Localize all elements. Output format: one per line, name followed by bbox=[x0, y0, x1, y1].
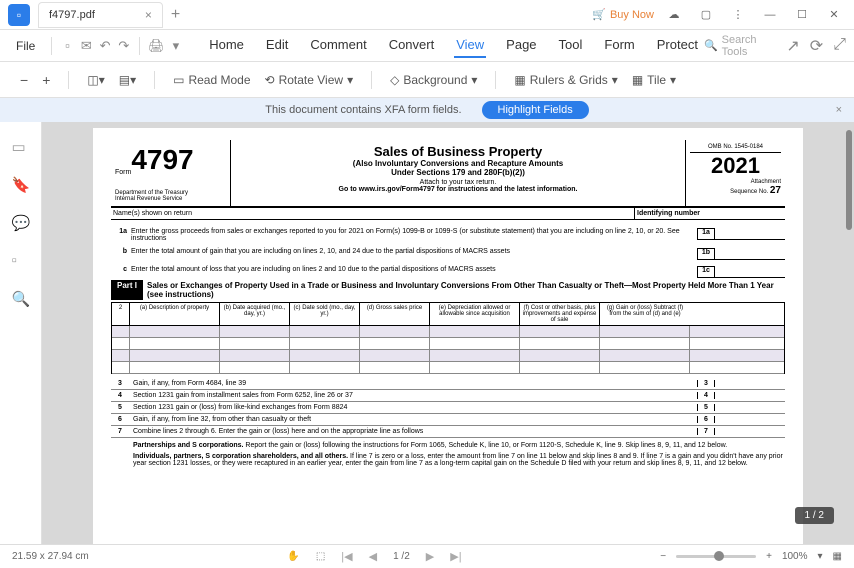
document-tab[interactable]: f4797.pdf × bbox=[38, 2, 163, 28]
notice-close-button[interactable]: × bbox=[836, 104, 842, 116]
redo-icon[interactable]: ↷ bbox=[116, 37, 131, 55]
menu-tabs: Home Edit Comment Convert View Page Tool… bbox=[207, 33, 700, 58]
xfa-notice: This document contains XFA form fields. … bbox=[0, 98, 854, 122]
chevron-down-icon: ▾ bbox=[612, 73, 618, 87]
menubar: File ▫ ✉ ↶ ↷ 🖨 ▾ Home Edit Comment Conve… bbox=[0, 30, 854, 62]
cloud-icon[interactable]: ☁ bbox=[662, 3, 686, 27]
add-tab-button[interactable]: + bbox=[171, 6, 180, 24]
form-title: Sales of Business Property bbox=[235, 144, 681, 159]
ruler-icon: ▦ bbox=[514, 73, 525, 87]
tax-year: 2021 bbox=[690, 153, 781, 179]
search-tools[interactable]: 🔍 Search Tools bbox=[704, 34, 770, 58]
attachments-icon[interactable]: ▫ bbox=[12, 252, 30, 270]
tile-icon: ▦ bbox=[632, 73, 643, 87]
maximize-button[interactable]: ☐ bbox=[790, 3, 814, 27]
layout-button[interactable]: ▤▾ bbox=[119, 73, 136, 87]
tab-form[interactable]: Form bbox=[602, 33, 636, 58]
menu-icon[interactable]: ⋮ bbox=[726, 3, 750, 27]
rotate-view-button[interactable]: ⟲ Rotate View ▾ bbox=[265, 73, 354, 87]
chevron-down-icon: ▾ bbox=[471, 73, 477, 87]
book-icon: ▭ bbox=[173, 73, 184, 87]
input-1c[interactable] bbox=[715, 266, 785, 278]
tab-protect[interactable]: Protect bbox=[655, 33, 700, 58]
zoom-in-status[interactable]: + bbox=[766, 551, 772, 562]
tab-edit[interactable]: Edit bbox=[264, 33, 290, 58]
chevron-down-icon: ▾ bbox=[670, 73, 676, 87]
first-page-button[interactable]: |◀ bbox=[341, 550, 352, 563]
notify-icon[interactable]: ▢ bbox=[694, 3, 718, 27]
file-menu[interactable]: File bbox=[8, 35, 43, 57]
tab-home[interactable]: Home bbox=[207, 33, 246, 58]
buy-now-button[interactable]: 🛒 Buy Now bbox=[592, 8, 654, 21]
share-icon[interactable]: ↗ bbox=[786, 36, 799, 56]
expand-icon[interactable]: ⤢ bbox=[833, 36, 846, 56]
page-indicator-badge: 1 / 2 bbox=[795, 507, 834, 524]
mail-icon[interactable]: ✉ bbox=[79, 37, 94, 55]
zoom-in-button[interactable]: + bbox=[42, 72, 50, 88]
statusbar: 21.59 x 27.94 cm ✋ ⬚ |◀ ◀ 1 /2 ▶ ▶| − + … bbox=[0, 544, 854, 568]
hand-tool-icon[interactable]: ✋ bbox=[287, 551, 299, 562]
page-dimensions: 21.59 x 27.94 cm bbox=[12, 551, 89, 562]
thumbnails-icon[interactable]: ▭ bbox=[12, 138, 30, 156]
property-table bbox=[111, 326, 785, 374]
read-mode-button[interactable]: ▭ Read Mode bbox=[173, 73, 250, 87]
zoom-out-button[interactable]: − bbox=[20, 72, 28, 88]
divider bbox=[139, 37, 140, 55]
tab-page[interactable]: Page bbox=[504, 33, 538, 58]
close-icon[interactable]: × bbox=[145, 8, 152, 22]
pdf-page: Form 4797 Department of the Treasury Int… bbox=[93, 128, 803, 552]
titlebar: ▫ f4797.pdf × + 🛒 Buy Now ☁ ▢ ⋮ — ☐ ✕ bbox=[0, 0, 854, 30]
scrollbar[interactable] bbox=[846, 130, 852, 230]
form-number: 4797 bbox=[131, 144, 199, 176]
zoom-level[interactable]: 100% bbox=[782, 551, 808, 562]
tab-tool[interactable]: Tool bbox=[557, 33, 585, 58]
chevron-down-icon: ▾ bbox=[347, 73, 353, 87]
tab-convert[interactable]: Convert bbox=[387, 33, 437, 58]
tab-comment[interactable]: Comment bbox=[308, 33, 368, 58]
view-toolbar: − + ◫▾ ▤▾ ▭ Read Mode ⟲ Rotate View ▾ ◇ … bbox=[0, 62, 854, 98]
rulers-button[interactable]: ▦ Rulers & Grids ▾ bbox=[514, 73, 617, 87]
zoom-slider[interactable] bbox=[676, 555, 756, 558]
sidebar-left: ▭ 🔖 💬 ▫ 🔍 bbox=[0, 122, 42, 552]
tab-view[interactable]: View bbox=[454, 33, 486, 58]
background-icon: ◇ bbox=[390, 73, 399, 87]
sync-icon[interactable]: ⟳ bbox=[810, 36, 823, 56]
search-panel-icon[interactable]: 🔍 bbox=[12, 290, 30, 308]
next-page-button[interactable]: ▶ bbox=[426, 550, 434, 563]
bookmarks-icon[interactable]: 🔖 bbox=[12, 176, 30, 194]
document-view[interactable]: Form 4797 Department of the Treasury Int… bbox=[42, 122, 854, 552]
tile-button[interactable]: ▦ Tile ▾ bbox=[632, 73, 676, 87]
fit-page-icon[interactable]: ▦ bbox=[833, 551, 842, 562]
minimize-button[interactable]: — bbox=[758, 3, 782, 27]
prev-page-button[interactable]: ◀ bbox=[369, 550, 377, 563]
print-icon[interactable]: 🖨 bbox=[148, 37, 165, 55]
background-button[interactable]: ◇ Background ▾ bbox=[390, 73, 477, 87]
main-area: ▭ 🔖 💬 ▫ 🔍 ▶ ◀ Form 4797 Department of th… bbox=[0, 122, 854, 552]
last-page-button[interactable]: ▶| bbox=[450, 550, 461, 563]
fit-button[interactable]: ◫▾ bbox=[87, 73, 104, 87]
save-icon[interactable]: ▫ bbox=[60, 37, 75, 55]
notice-text: This document contains XFA form fields. bbox=[265, 104, 461, 116]
rotate-icon: ⟲ bbox=[265, 73, 275, 87]
print-dropdown-icon[interactable]: ▾ bbox=[168, 37, 183, 55]
select-tool-icon[interactable]: ⬚ bbox=[316, 551, 325, 562]
cart-icon: 🛒 bbox=[592, 8, 606, 21]
input-1a[interactable] bbox=[715, 228, 785, 240]
comments-icon[interactable]: 💬 bbox=[12, 214, 30, 232]
highlight-fields-button[interactable]: Highlight Fields bbox=[482, 101, 589, 119]
tab-title: f4797.pdf bbox=[49, 9, 95, 21]
zoom-dropdown-icon[interactable]: ▾ bbox=[818, 551, 823, 562]
search-icon: 🔍 bbox=[704, 39, 718, 52]
undo-icon[interactable]: ↶ bbox=[98, 37, 113, 55]
page-number[interactable]: 1 /2 bbox=[393, 551, 410, 562]
close-button[interactable]: ✕ bbox=[822, 3, 846, 27]
app-icon[interactable]: ▫ bbox=[8, 4, 30, 26]
zoom-out-status[interactable]: − bbox=[660, 551, 666, 562]
divider bbox=[51, 37, 52, 55]
input-1b[interactable] bbox=[715, 248, 785, 260]
